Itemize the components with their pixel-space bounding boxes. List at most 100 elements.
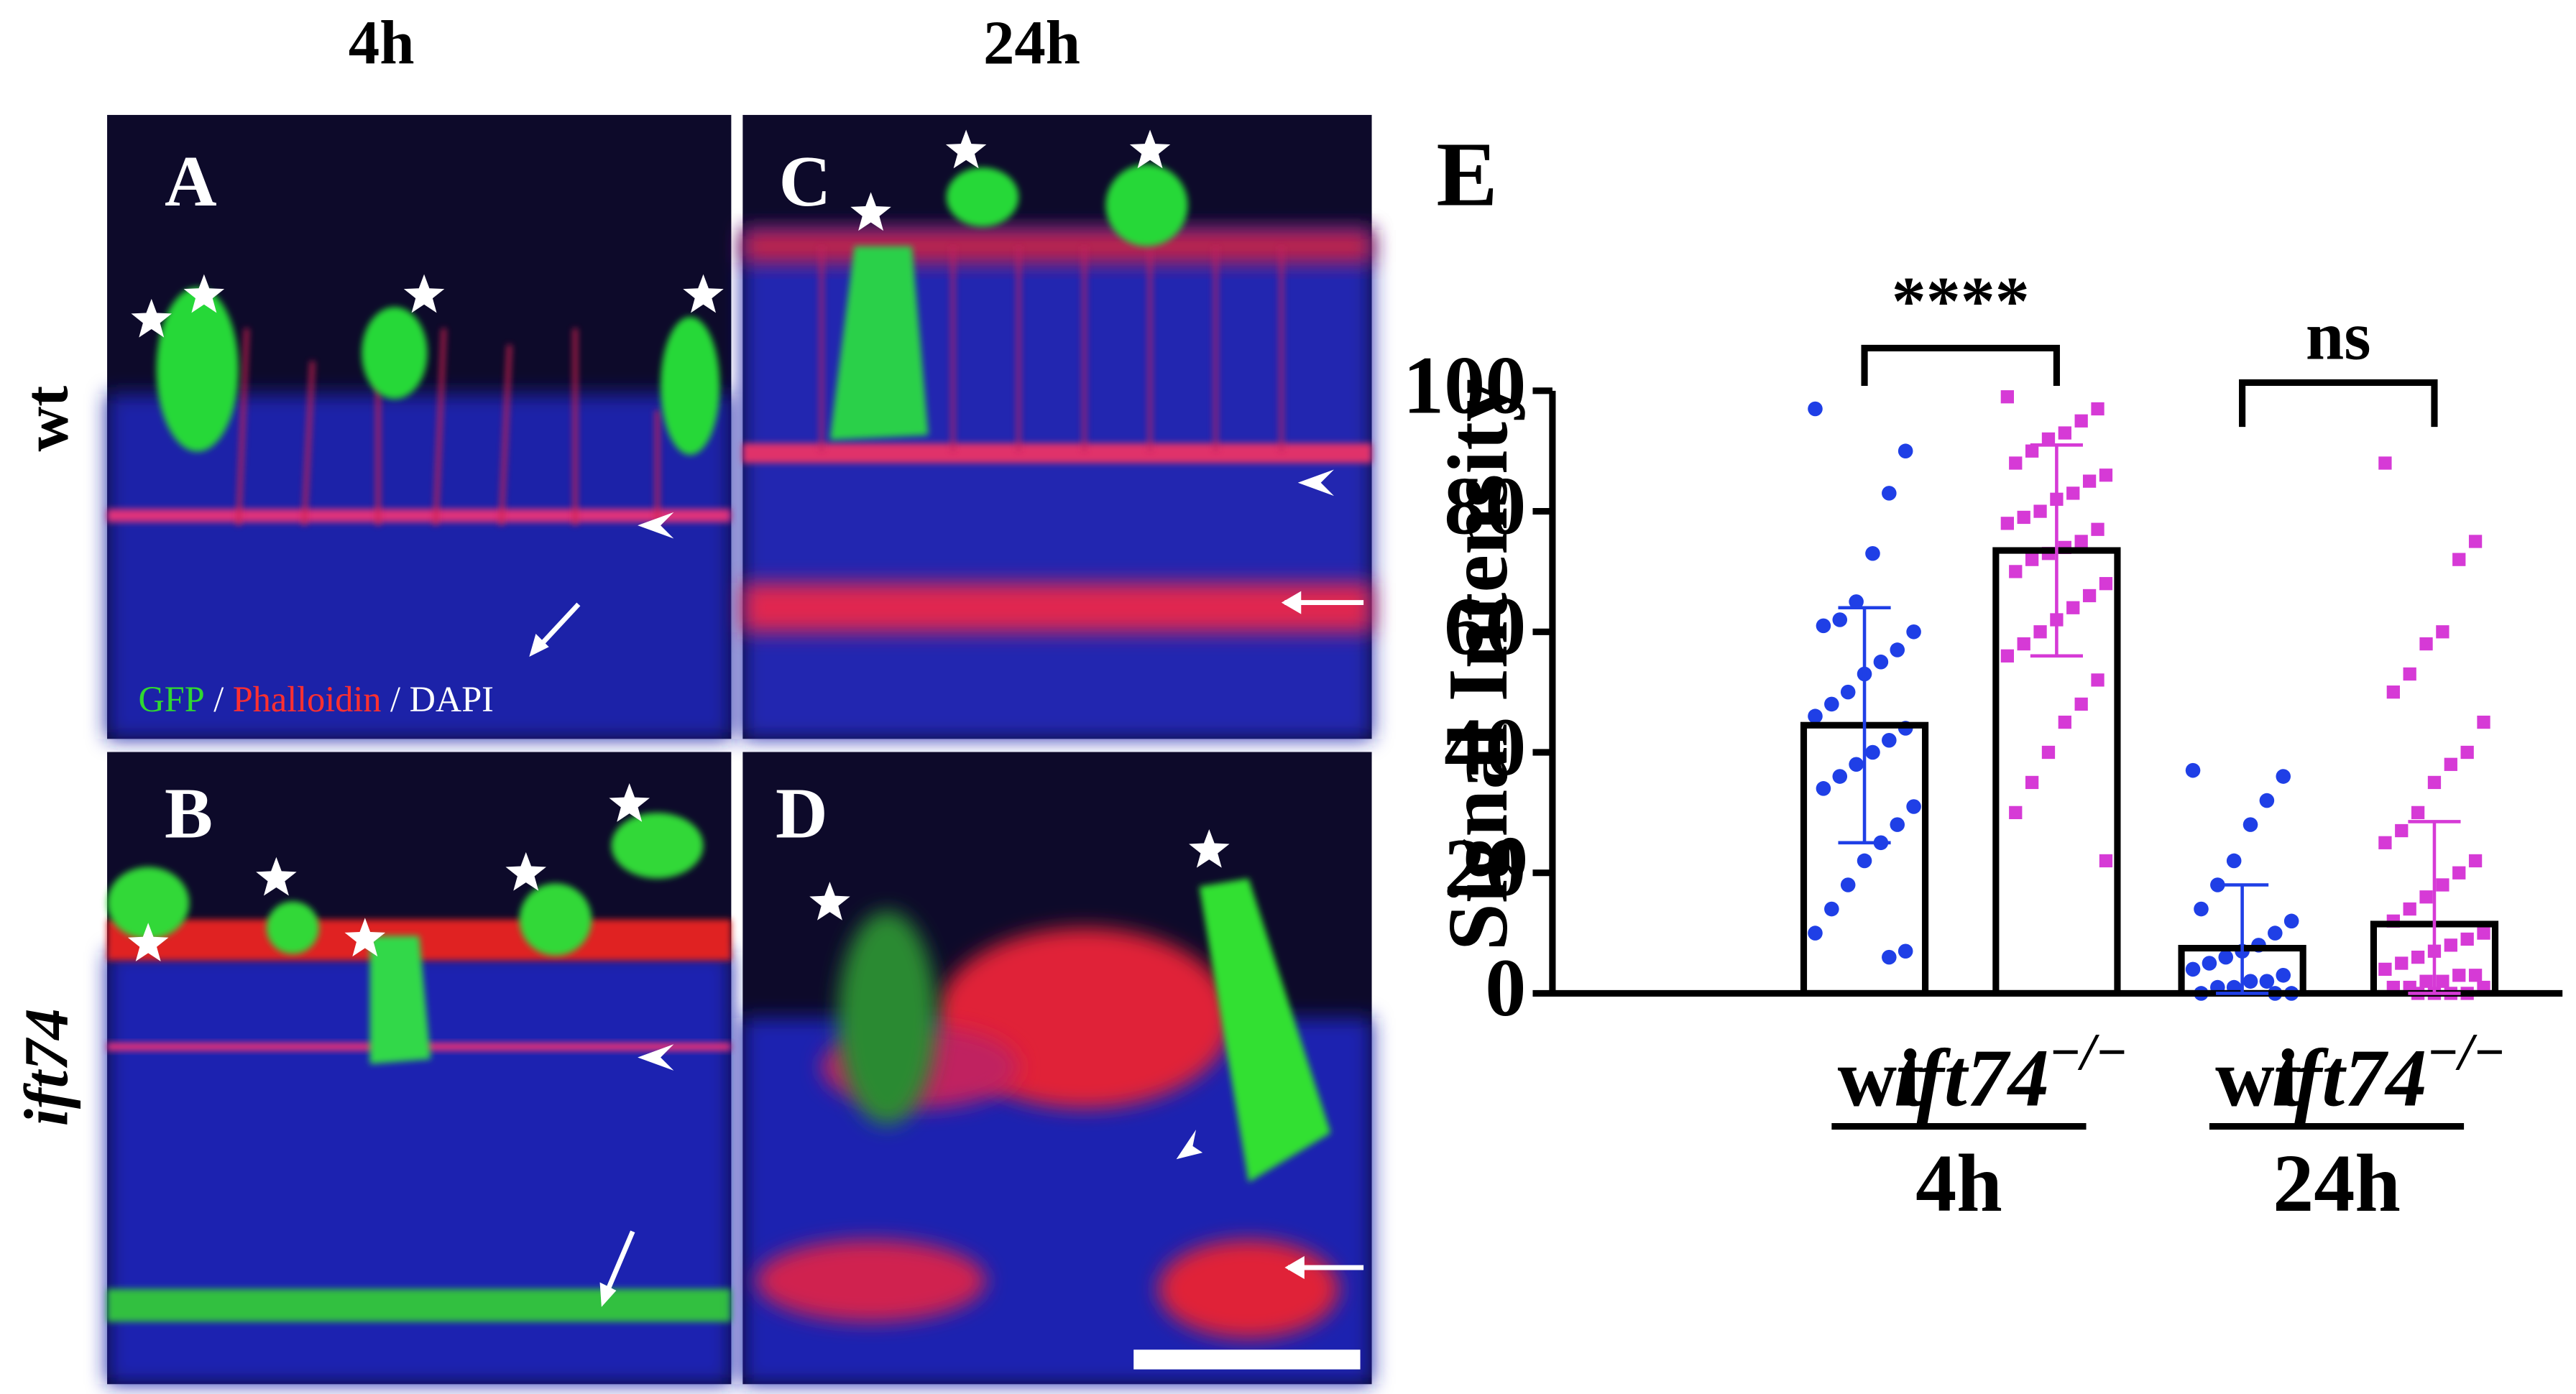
data-point xyxy=(2283,913,2299,929)
data-point xyxy=(2477,715,2490,729)
stain-legend: GFP / Phalloidin / DAPI xyxy=(138,679,493,719)
x-tick-label: wt xyxy=(2215,1033,2302,1124)
star xyxy=(256,857,297,896)
data-point xyxy=(2082,474,2097,488)
data-point xyxy=(1816,618,1831,634)
data-point xyxy=(2091,673,2104,687)
data-point xyxy=(2419,974,2433,988)
data-point xyxy=(2033,504,2047,518)
data-point xyxy=(1882,732,1897,748)
data-point xyxy=(2386,686,2400,699)
data-point xyxy=(1890,817,1905,832)
panel-label: C xyxy=(779,141,832,221)
data-point xyxy=(2000,649,2014,663)
significance-bracket xyxy=(2239,379,2438,428)
data-point xyxy=(2000,390,2014,404)
stain-dapi: / DAPI xyxy=(390,679,494,719)
star xyxy=(344,918,386,957)
data-point xyxy=(2419,637,2433,651)
data-point xyxy=(1890,642,1905,657)
data-point xyxy=(2276,968,2291,983)
star xyxy=(609,783,650,822)
data-point xyxy=(1840,684,1856,700)
data-point xyxy=(2276,769,2291,784)
stain-gfp: GFP xyxy=(138,679,204,719)
data-point xyxy=(2058,426,2071,440)
data-point xyxy=(2066,486,2080,500)
data-point xyxy=(2091,522,2104,536)
y-tick-label: 40 xyxy=(1444,701,1526,793)
y-tick-label: 60 xyxy=(1444,581,1526,672)
data-point xyxy=(2436,974,2450,988)
data-point xyxy=(1906,624,1921,640)
data-point xyxy=(2099,854,2113,868)
data-point xyxy=(2009,456,2023,470)
data-point xyxy=(2452,969,2466,982)
data-point xyxy=(2468,854,2483,868)
data-point xyxy=(2452,866,2466,880)
data-point xyxy=(2017,637,2030,651)
data-point xyxy=(1824,696,1839,712)
data-point xyxy=(2202,956,2217,971)
data-point xyxy=(1873,654,1889,670)
x-tick-label: ift74−/− xyxy=(1894,1023,2128,1124)
data-point xyxy=(2468,535,2483,548)
category-name: ift74 xyxy=(1894,1033,2049,1124)
data-point xyxy=(1808,926,1823,941)
data-point xyxy=(2477,926,2490,940)
data-point xyxy=(2444,938,2457,952)
significance-label: **** xyxy=(1892,263,2030,340)
panel-label: A xyxy=(165,141,217,221)
data-point xyxy=(2074,535,2088,548)
data-point xyxy=(2378,836,2392,849)
data-point xyxy=(2468,969,2483,982)
data-point xyxy=(2403,902,2416,916)
stain-phalloidin: Phalloidin xyxy=(233,679,382,719)
x-tick-label: wt xyxy=(1838,1033,1925,1124)
star xyxy=(809,882,850,920)
data-point xyxy=(1808,708,1823,724)
data-point xyxy=(1808,401,1823,417)
data-point xyxy=(2411,950,2425,964)
row-label: ift74 xyxy=(12,1008,81,1126)
stain-sep: / xyxy=(213,679,224,719)
stars xyxy=(127,129,1230,961)
data-point xyxy=(2099,468,2113,482)
data-point xyxy=(2452,553,2466,566)
data-point xyxy=(1906,799,1921,814)
panel-label: B xyxy=(165,773,213,854)
panel-label: D xyxy=(776,773,828,854)
star xyxy=(403,274,445,313)
data-point xyxy=(2419,890,2433,904)
data-point xyxy=(2378,456,2392,470)
category-superscript: −/− xyxy=(2049,1023,2128,1081)
column-title: 4h xyxy=(349,8,415,77)
scale-bar xyxy=(1133,1349,1361,1370)
data-point xyxy=(1882,486,1897,501)
data-point xyxy=(1832,769,1848,784)
y-tick-label: 100 xyxy=(1403,340,1526,431)
star xyxy=(127,923,169,961)
data-point xyxy=(2242,817,2258,832)
data-point xyxy=(1840,877,1856,892)
star xyxy=(945,129,987,169)
micrograph-d: D xyxy=(742,752,1372,1385)
data-point xyxy=(2395,823,2409,838)
data-point xyxy=(2411,806,2425,820)
data-point xyxy=(2033,625,2047,639)
data-point xyxy=(2082,588,2097,603)
y-tick-label: 0 xyxy=(1485,942,1526,1033)
data-point xyxy=(2185,762,2201,778)
data-point xyxy=(2259,793,2275,808)
data-point xyxy=(2000,517,2014,530)
data-point xyxy=(1882,949,1897,965)
data-point xyxy=(2058,715,2071,729)
data-point xyxy=(2268,926,2283,941)
data-point xyxy=(2185,961,2201,977)
data-point xyxy=(2025,775,2039,790)
data-point xyxy=(2025,553,2039,566)
star xyxy=(850,192,891,231)
star xyxy=(1129,129,1171,169)
category-name: wt xyxy=(2215,1033,2302,1124)
